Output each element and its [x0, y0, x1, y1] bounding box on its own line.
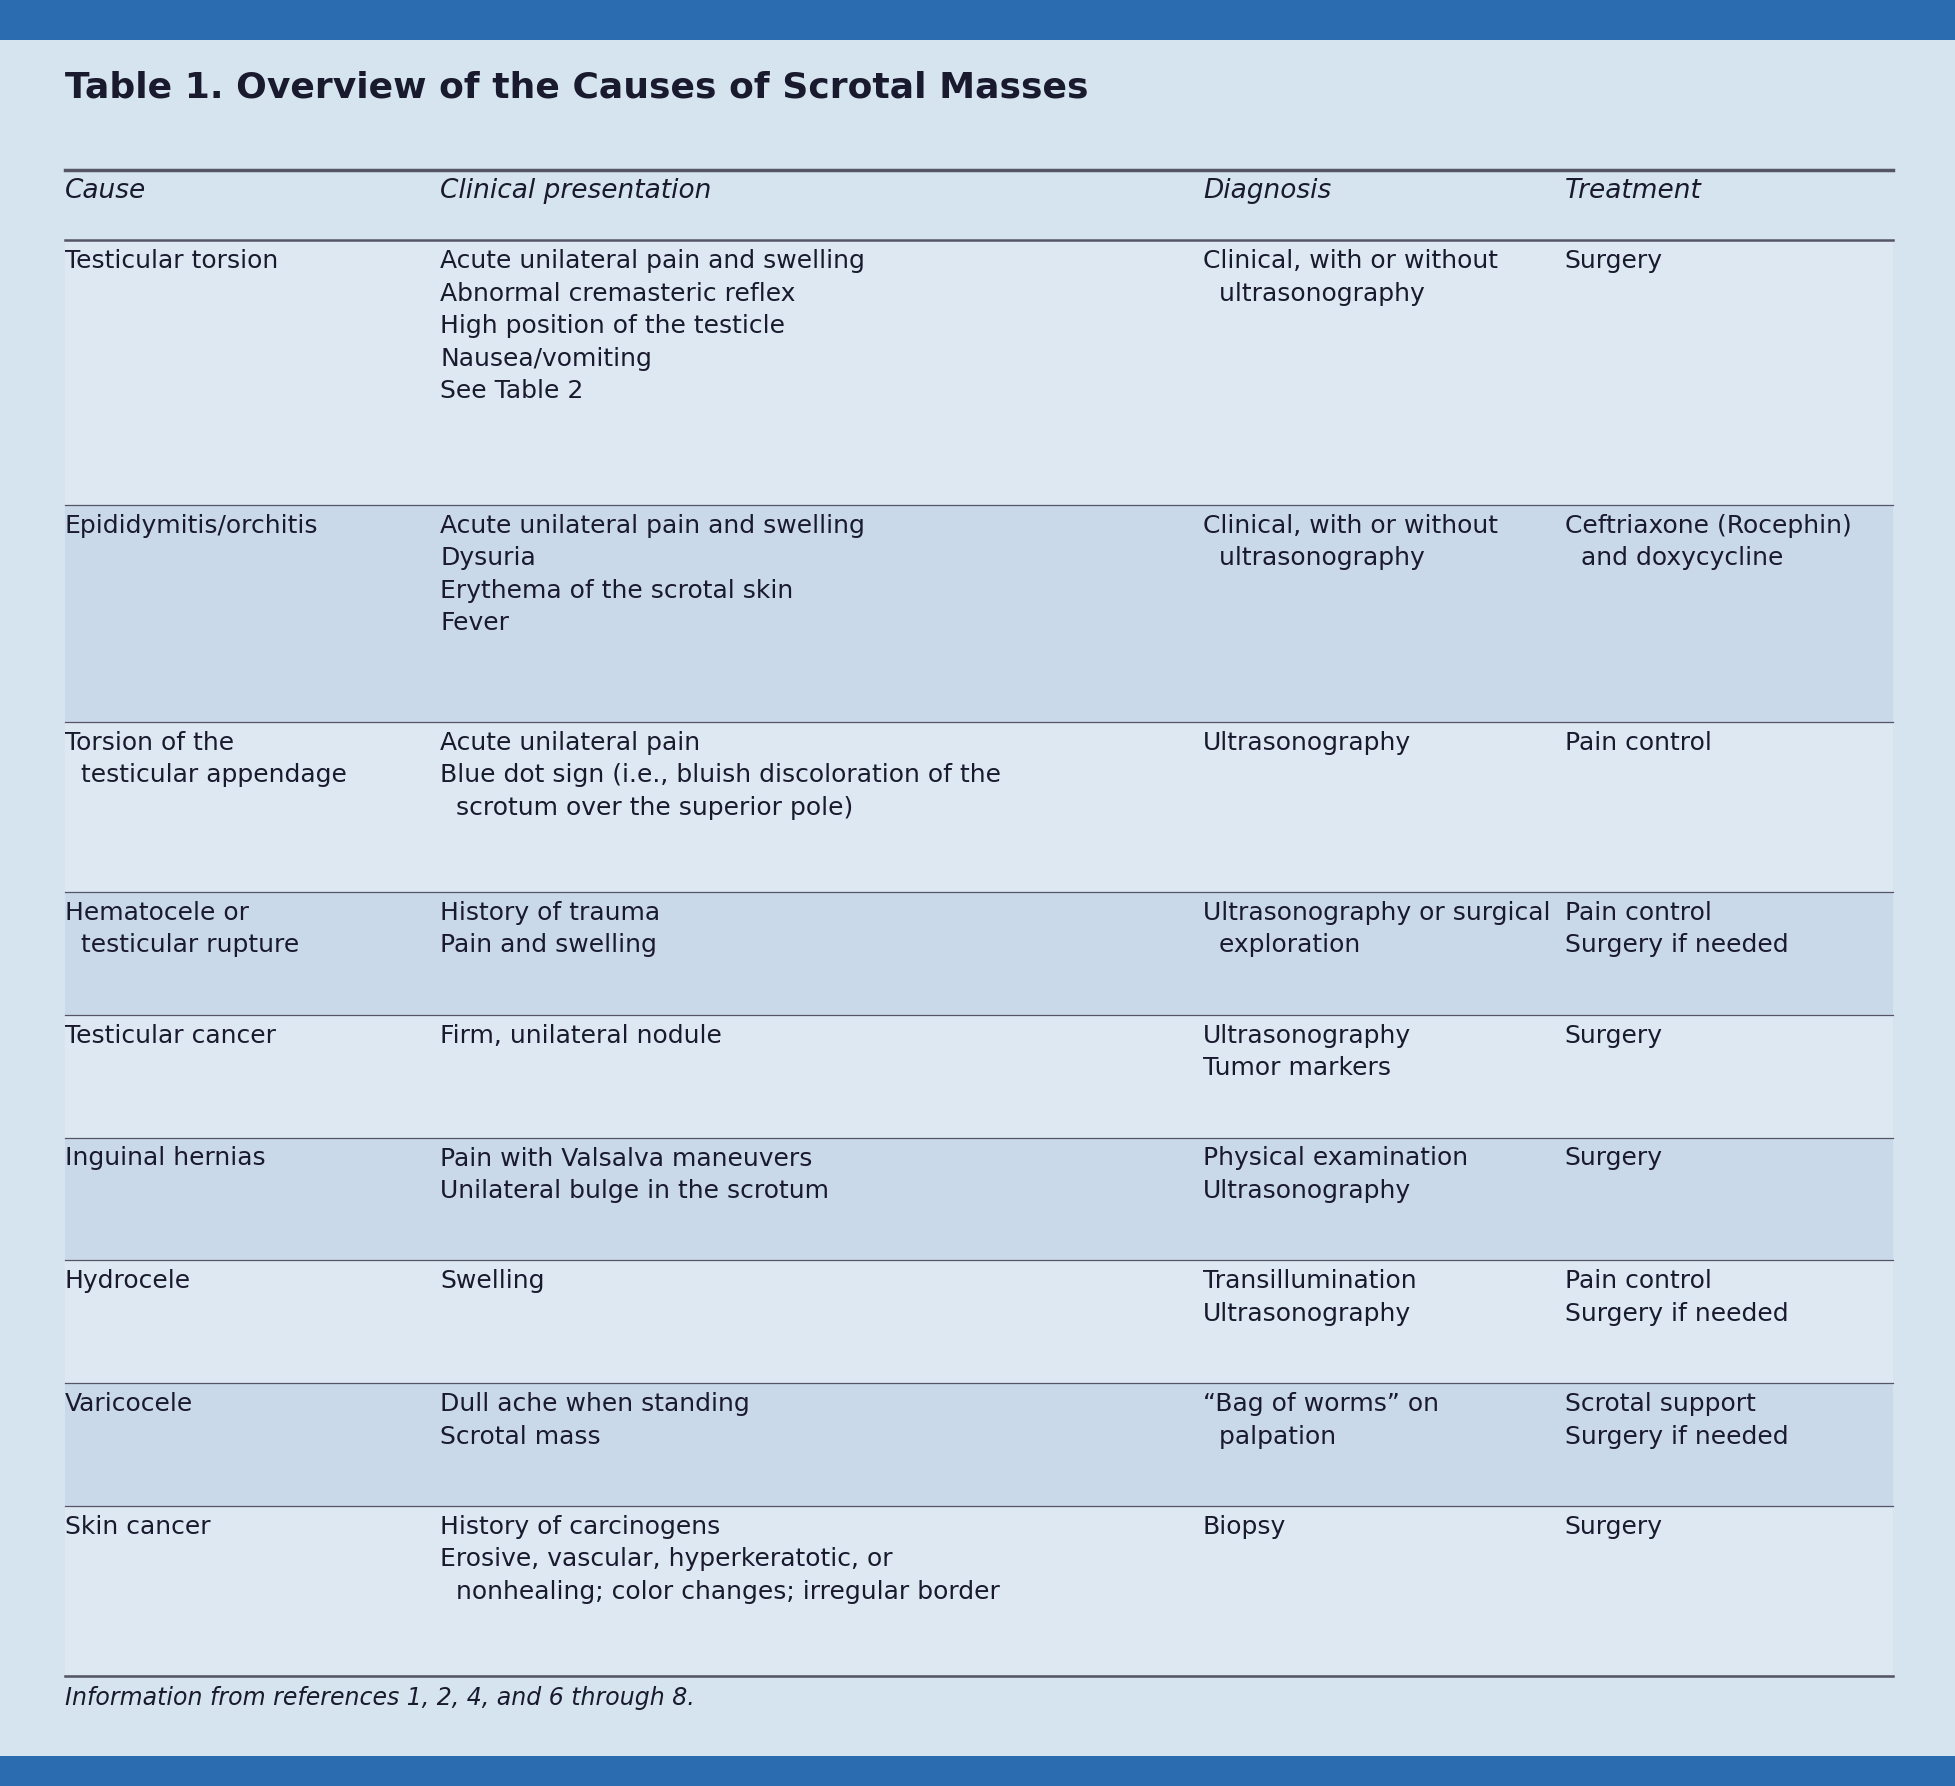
Text: Pain control
Surgery if needed: Pain control Surgery if needed [1564, 1270, 1787, 1325]
Text: Scrotal support
Surgery if needed: Scrotal support Surgery if needed [1564, 1391, 1787, 1448]
Text: Information from references 1, 2, 4, and 6 through 8.: Information from references 1, 2, 4, and… [65, 1686, 694, 1709]
Bar [65, 504, 1892, 722]
Text: Skin cancer: Skin cancer [65, 1515, 209, 1540]
Text: Testicular torsion: Testicular torsion [65, 248, 278, 273]
Text: Transillumination
Ultrasonography: Transillumination Ultrasonography [1202, 1270, 1415, 1325]
Bar [0, 1756, 1955, 1786]
Text: Dull ache when standing
Scrotal mass: Dull ache when standing Scrotal mass [440, 1391, 749, 1448]
Text: Epididymitis/orchitis: Epididymitis/orchitis [65, 514, 319, 538]
Text: Table 1. Overview of the Causes of Scrotal Masses: Table 1. Overview of the Causes of Scrot… [65, 70, 1087, 104]
Text: Surgery: Surgery [1564, 1515, 1662, 1540]
Bar [65, 1506, 1892, 1675]
Text: Ultrasonography
Tumor markers: Ultrasonography Tumor markers [1202, 1023, 1410, 1081]
Text: Varicocele: Varicocele [65, 1391, 194, 1416]
Text: Torsion of the
  testicular appendage: Torsion of the testicular appendage [65, 730, 346, 788]
Text: Clinical, with or without
  ultrasonography: Clinical, with or without ultrasonograph… [1202, 248, 1498, 305]
Text: History of trauma
Pain and swelling: History of trauma Pain and swelling [440, 900, 661, 957]
Text: Biopsy: Biopsy [1202, 1515, 1286, 1540]
Text: Swelling: Swelling [440, 1270, 543, 1293]
Text: Ultrasonography or surgical
  exploration: Ultrasonography or surgical exploration [1202, 900, 1550, 957]
Bar [65, 722, 1892, 891]
Bar [65, 1138, 1892, 1261]
Bar [65, 239, 1892, 504]
Text: Treatment: Treatment [1564, 179, 1701, 204]
Text: Pain control: Pain control [1564, 730, 1711, 755]
Text: Acute unilateral pain and swelling
Abnormal cremasteric reflex
High position of : Acute unilateral pain and swelling Abnor… [440, 248, 864, 404]
Text: Physical examination
Ultrasonography: Physical examination Ultrasonography [1202, 1147, 1468, 1204]
Text: Clinical, with or without
  ultrasonography: Clinical, with or without ultrasonograph… [1202, 514, 1498, 570]
Text: Diagnosis: Diagnosis [1202, 179, 1331, 204]
Text: Testicular cancer: Testicular cancer [65, 1023, 276, 1048]
Text: Pain with Valsalva maneuvers
Unilateral bulge in the scrotum: Pain with Valsalva maneuvers Unilateral … [440, 1147, 829, 1204]
Text: Firm, unilateral nodule: Firm, unilateral nodule [440, 1023, 721, 1048]
Bar [65, 1014, 1892, 1138]
Text: Inguinal hernias: Inguinal hernias [65, 1147, 266, 1170]
Text: Surgery: Surgery [1564, 1023, 1662, 1048]
Text: Clinical presentation: Clinical presentation [440, 179, 712, 204]
Text: Surgery: Surgery [1564, 1147, 1662, 1170]
Bar [65, 891, 1892, 1014]
Text: “Bag of worms” on
  palpation: “Bag of worms” on palpation [1202, 1391, 1439, 1448]
Text: Ultrasonography: Ultrasonography [1202, 730, 1410, 755]
Text: Acute unilateral pain
Blue dot sign (i.e., bluish discoloration of the
  scrotum: Acute unilateral pain Blue dot sign (i.e… [440, 730, 1001, 820]
Text: Pain control
Surgery if needed: Pain control Surgery if needed [1564, 900, 1787, 957]
Text: Hydrocele: Hydrocele [65, 1270, 190, 1293]
Text: Ceftriaxone (Rocephin)
  and doxycycline: Ceftriaxone (Rocephin) and doxycycline [1564, 514, 1851, 570]
Bar [65, 1261, 1892, 1382]
Text: History of carcinogens
Erosive, vascular, hyperkeratotic, or
  nonhealing; color: History of carcinogens Erosive, vascular… [440, 1515, 999, 1604]
Text: Acute unilateral pain and swelling
Dysuria
Erythema of the scrotal skin
Fever: Acute unilateral pain and swelling Dysur… [440, 514, 864, 636]
Text: Cause: Cause [65, 179, 147, 204]
Bar [0, 0, 1955, 39]
Text: Hematocele or
  testicular rupture: Hematocele or testicular rupture [65, 900, 299, 957]
Bar [65, 1382, 1892, 1506]
Text: Surgery: Surgery [1564, 248, 1662, 273]
